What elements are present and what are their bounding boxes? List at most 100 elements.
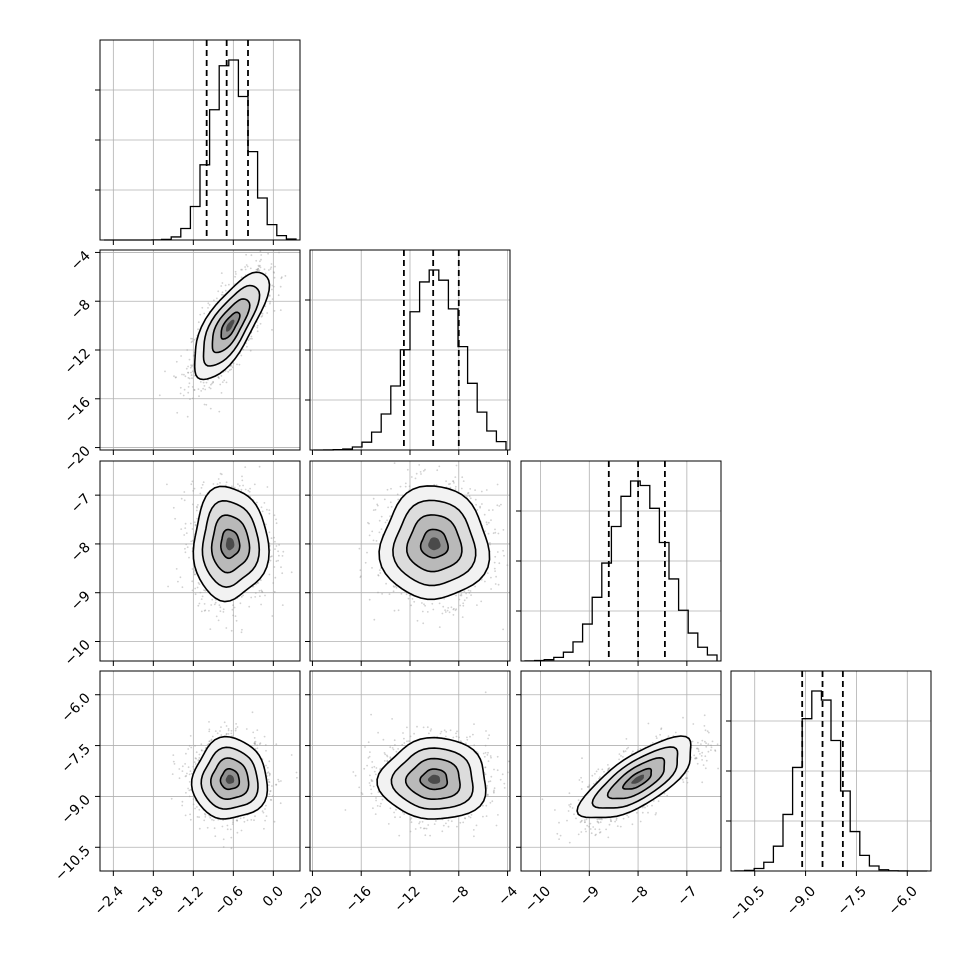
scatter-point bbox=[436, 469, 439, 472]
scatter-point bbox=[231, 366, 234, 369]
scatter-point bbox=[271, 615, 274, 617]
scatter-point bbox=[185, 543, 188, 546]
scatter-point bbox=[221, 291, 224, 294]
scatter-point bbox=[172, 760, 175, 763]
scatter-point bbox=[179, 386, 182, 389]
scatter-point bbox=[474, 489, 476, 491]
scatter-point bbox=[444, 611, 447, 613]
axes-frame bbox=[99, 39, 301, 241]
scatter-point bbox=[180, 497, 183, 500]
scatter-point bbox=[188, 556, 190, 559]
scatter-point bbox=[261, 315, 264, 317]
y-tick-label: −8 bbox=[68, 297, 94, 323]
scatter-point bbox=[187, 391, 190, 394]
scatter-point bbox=[194, 587, 197, 590]
scatter-point bbox=[273, 536, 275, 539]
scatter-point bbox=[455, 608, 458, 611]
scatter-point bbox=[376, 504, 379, 507]
scatter-point bbox=[244, 488, 247, 491]
scatter-point bbox=[390, 506, 393, 508]
scatter-point bbox=[204, 589, 207, 592]
scatter-point bbox=[209, 628, 212, 630]
y-tick-label: −4 bbox=[68, 248, 94, 274]
scatter-point bbox=[200, 743, 203, 746]
scatter-point bbox=[270, 266, 273, 269]
scatter-point bbox=[465, 597, 468, 599]
scatter-point bbox=[494, 531, 497, 534]
scatter-point bbox=[463, 599, 466, 602]
scatter-point bbox=[190, 746, 193, 749]
scatter-point bbox=[272, 285, 275, 288]
scatter-point bbox=[373, 618, 376, 621]
scatter-point bbox=[273, 514, 276, 517]
scatter-point bbox=[192, 364, 194, 367]
scatter-point bbox=[273, 276, 276, 279]
scatter-point bbox=[274, 548, 276, 550]
scatter-point bbox=[247, 489, 250, 492]
scatter-point bbox=[258, 269, 261, 272]
scatter-point bbox=[280, 566, 282, 569]
scatter-point bbox=[250, 335, 253, 338]
x-tick-label: −10.5 bbox=[727, 883, 769, 925]
scatter-point bbox=[278, 251, 280, 254]
scatter-point bbox=[256, 501, 258, 504]
density-fill bbox=[226, 319, 235, 332]
scatter-point bbox=[367, 521, 369, 524]
scatter-point bbox=[260, 258, 262, 261]
scatter-point bbox=[454, 488, 457, 490]
scatter-point bbox=[208, 609, 210, 612]
scatter-point bbox=[387, 506, 389, 509]
scatter-point bbox=[280, 277, 283, 280]
scatter-point bbox=[198, 808, 201, 811]
scatter-point bbox=[416, 619, 419, 622]
y-tick-label: −8 bbox=[68, 539, 94, 565]
scatter-point bbox=[378, 531, 381, 534]
scatter-point bbox=[415, 472, 418, 475]
scatter-point bbox=[250, 254, 253, 257]
scatter-point bbox=[217, 376, 220, 378]
scatter-point bbox=[379, 572, 382, 574]
scatter-point bbox=[190, 365, 193, 368]
scatter-point bbox=[184, 375, 187, 378]
scatter-point bbox=[201, 595, 204, 598]
scatter-point bbox=[259, 322, 262, 325]
density-fill bbox=[225, 537, 235, 551]
scatter-point bbox=[474, 498, 477, 501]
scatter-point bbox=[190, 337, 192, 340]
y-tick-label: −9 bbox=[68, 588, 94, 614]
scatter-point bbox=[438, 465, 441, 468]
scatter-point bbox=[279, 309, 282, 311]
scatter-point bbox=[487, 532, 490, 535]
histogram-panel-3: −10.5 −9.0 −7.5 −6.0 bbox=[726, 670, 932, 925]
scatter-point bbox=[383, 498, 386, 501]
scatter-point bbox=[422, 470, 425, 472]
scatter-point bbox=[474, 585, 476, 588]
scatter-point bbox=[259, 742, 262, 745]
scatter-point bbox=[228, 283, 230, 286]
pair-panel-0-1: −20−16−12−8−4 bbox=[62, 248, 301, 475]
scatter-point bbox=[199, 591, 202, 594]
scatter-point bbox=[272, 582, 275, 584]
scatter-point bbox=[371, 567, 373, 569]
scatter-point bbox=[421, 602, 423, 604]
scatter-point bbox=[225, 725, 228, 727]
scatter-point bbox=[201, 306, 204, 309]
scatter-point bbox=[266, 486, 269, 488]
scatter-point bbox=[258, 265, 260, 268]
scatter-point bbox=[241, 268, 243, 271]
scatter-point bbox=[277, 550, 279, 553]
axes-frame bbox=[309, 249, 511, 451]
scatter-point bbox=[186, 415, 189, 418]
scatter-point bbox=[205, 403, 208, 406]
scatter-point bbox=[490, 576, 492, 579]
scatter-point bbox=[188, 795, 191, 798]
scatter-point bbox=[244, 466, 247, 468]
scatter-point bbox=[232, 604, 235, 607]
scatter-point bbox=[194, 573, 196, 575]
contour-line bbox=[192, 485, 270, 603]
scatter-point bbox=[494, 583, 497, 585]
scatter-point bbox=[438, 602, 441, 605]
scatter-point bbox=[502, 549, 504, 552]
scatter-point bbox=[424, 468, 426, 471]
